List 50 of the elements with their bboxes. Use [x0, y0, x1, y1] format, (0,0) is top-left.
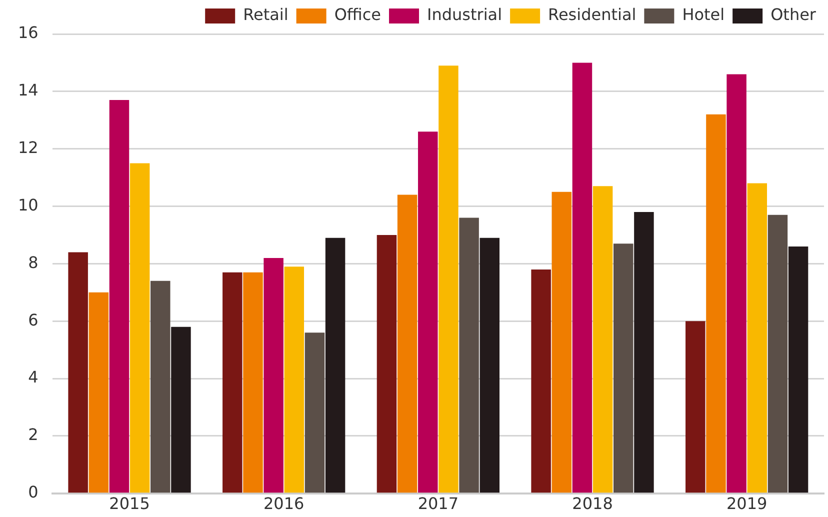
bar: [686, 321, 706, 493]
bar: [397, 194, 418, 493]
bar: [768, 214, 788, 493]
y-tick-label: 14: [18, 80, 38, 100]
legend-label: Industrial: [427, 5, 502, 24]
bar: [613, 244, 634, 493]
y-tick-label: 4: [28, 368, 38, 387]
bar: [376, 234, 397, 493]
legend-label: Hotel: [682, 5, 725, 24]
bar: [459, 218, 479, 493]
bar: [171, 326, 191, 493]
bar: [418, 132, 438, 493]
bar: [552, 192, 572, 493]
bar: [88, 292, 109, 493]
bar: [150, 280, 170, 493]
x-tick-label: 2018: [572, 494, 613, 514]
bar: [325, 238, 346, 493]
bar: [634, 212, 654, 493]
bar: [438, 66, 458, 493]
bar: [531, 269, 551, 493]
bar: [264, 258, 284, 493]
y-tick-label: 0: [28, 482, 38, 502]
bar: [304, 332, 325, 493]
x-tick-label: 2015: [109, 494, 150, 514]
x-tick-label: 2019: [726, 494, 768, 514]
bar: [726, 74, 746, 493]
y-tick-label: 6: [28, 310, 38, 330]
bar: [788, 246, 808, 493]
y-tick-label: 16: [18, 23, 38, 42]
bar: [284, 266, 304, 493]
y-tick-label: 2: [28, 425, 38, 444]
bar: [222, 272, 242, 493]
bar: [68, 252, 88, 493]
legend-label: Other: [770, 5, 816, 24]
bar: [572, 62, 592, 493]
legend-label: Residential: [548, 5, 636, 24]
bar: [480, 238, 500, 493]
bar: [109, 100, 130, 493]
y-tick-label: 8: [28, 252, 38, 272]
x-tick-label: 2016: [263, 494, 304, 514]
bar: [706, 114, 726, 493]
bar: [747, 183, 767, 493]
bar: [592, 186, 613, 493]
bar: [130, 163, 150, 493]
bar: [243, 272, 263, 493]
legend-label: Office: [334, 5, 382, 24]
y-tick-label: 10: [18, 195, 38, 214]
y-tick-label: 12: [18, 138, 38, 158]
x-tick-label: 2017: [418, 494, 459, 514]
legend-label: Retail: [243, 5, 288, 24]
